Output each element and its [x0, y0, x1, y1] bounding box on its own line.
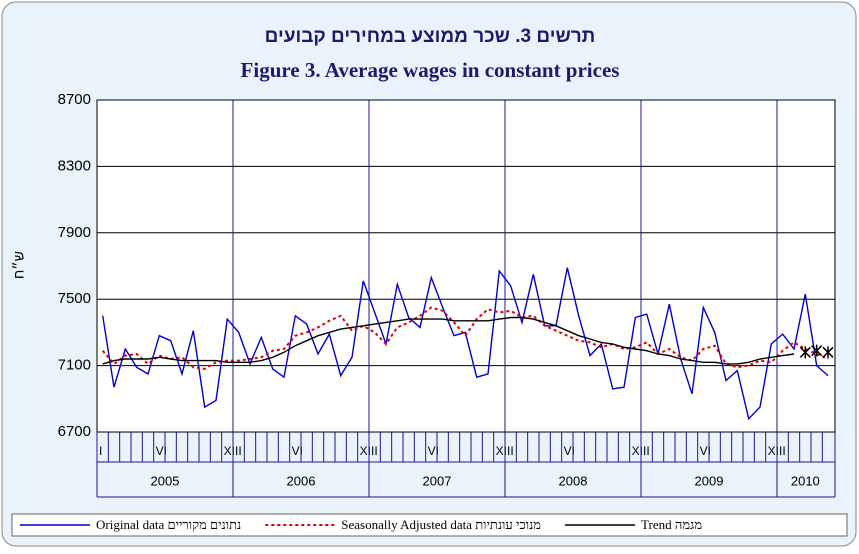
x-tick-label: VI [156, 444, 167, 458]
legend-label: Seasonally Adjusted data מנוכי עונתיות [341, 517, 541, 532]
y-tick-label: 7900 [58, 224, 91, 241]
year-label: 2008 [559, 473, 588, 488]
y-tick-label: 8700 [58, 91, 91, 108]
x-tick-label: VI [428, 444, 439, 458]
legend-label: Original data נתונים מקוריים [96, 517, 241, 532]
y-tick-label: 6700 [58, 423, 91, 440]
chart-subtitle: Figure 3. Average wages in constant pric… [241, 58, 620, 82]
series-line [102, 316, 795, 365]
year-label: 2009 [695, 473, 724, 488]
x-tick-label: VI [292, 444, 303, 458]
legend-box [11, 513, 848, 537]
x-tick-label: I [99, 444, 102, 458]
y-tick-label: 7100 [58, 357, 91, 374]
year-label: 2006 [287, 473, 316, 488]
chart-title: תרשים 3. שכר ממוצע במחירים קבועים [265, 26, 596, 47]
year-label: 2005 [151, 473, 180, 488]
legend-label: Trend מגמה [641, 517, 702, 532]
y-tick-label: 8300 [58, 157, 91, 174]
series-line [102, 267, 829, 421]
plot-border [96, 99, 836, 433]
year-label: 2007 [423, 473, 452, 488]
trend-marker [799, 346, 811, 359]
x-tick-label: VI [564, 444, 575, 458]
plot-area [97, 100, 835, 432]
x-tick-label: VI [700, 444, 711, 458]
y-axis-label: ש״ח [11, 251, 27, 279]
trend-marker [822, 346, 834, 359]
trend-marker [811, 344, 823, 357]
year-label: 2010 [791, 473, 820, 488]
y-tick-label: 7500 [58, 290, 91, 307]
